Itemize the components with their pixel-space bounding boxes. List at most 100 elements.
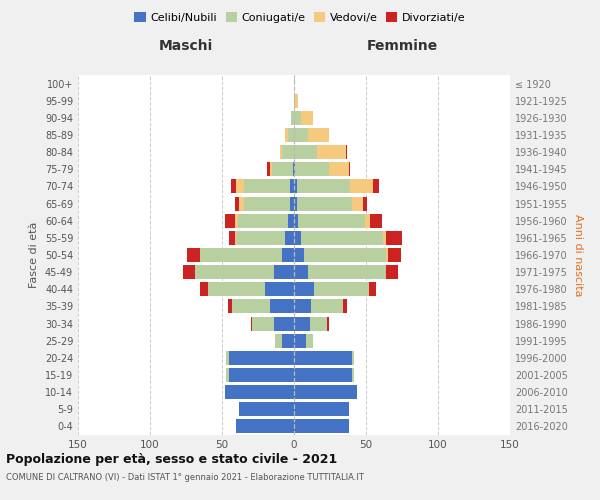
Bar bbox=[308, 265, 386, 279]
Bar bbox=[290, 180, 294, 194]
Bar bbox=[275, 334, 283, 347]
Bar bbox=[236, 231, 286, 245]
Bar bbox=[294, 231, 301, 245]
Bar bbox=[269, 300, 294, 314]
Bar bbox=[238, 214, 288, 228]
Bar bbox=[294, 196, 297, 210]
Bar bbox=[294, 248, 304, 262]
Bar bbox=[226, 368, 229, 382]
Bar bbox=[294, 94, 295, 108]
Text: Popolazione per età, sesso e stato civile - 2021: Popolazione per età, sesso e stato civil… bbox=[6, 452, 337, 466]
Bar bbox=[346, 145, 347, 159]
Bar bbox=[297, 196, 352, 210]
Bar bbox=[294, 180, 297, 194]
Bar bbox=[291, 111, 294, 125]
Bar bbox=[310, 316, 327, 330]
Bar bbox=[295, 94, 298, 108]
Text: COMUNE DI CALTRANO (VI) - Dati ISTAT 1° gennaio 2021 - Elaborazione TUTTITALIA.I: COMUNE DI CALTRANO (VI) - Dati ISTAT 1° … bbox=[6, 472, 364, 482]
Bar bbox=[225, 214, 235, 228]
Text: Maschi: Maschi bbox=[159, 38, 213, 52]
Bar bbox=[370, 214, 382, 228]
Bar bbox=[200, 282, 208, 296]
Bar bbox=[187, 248, 200, 262]
Bar bbox=[294, 128, 308, 142]
Bar bbox=[311, 300, 343, 314]
Bar bbox=[294, 145, 317, 159]
Bar bbox=[286, 128, 288, 142]
Bar bbox=[388, 248, 401, 262]
Bar bbox=[288, 214, 294, 228]
Bar bbox=[386, 265, 398, 279]
Bar bbox=[314, 282, 369, 296]
Bar bbox=[294, 300, 311, 314]
Bar bbox=[228, 300, 232, 314]
Bar bbox=[235, 231, 236, 245]
Bar bbox=[294, 351, 352, 365]
Bar bbox=[200, 248, 283, 262]
Bar bbox=[229, 368, 294, 382]
Bar bbox=[229, 231, 235, 245]
Bar bbox=[386, 231, 402, 245]
Bar bbox=[225, 385, 294, 399]
Bar bbox=[235, 196, 239, 210]
Bar bbox=[350, 180, 373, 194]
Bar bbox=[301, 231, 383, 245]
Bar bbox=[265, 282, 294, 296]
Bar bbox=[283, 145, 294, 159]
Bar bbox=[343, 300, 347, 314]
Bar bbox=[294, 111, 301, 125]
Bar bbox=[232, 300, 269, 314]
Bar bbox=[294, 214, 298, 228]
Bar bbox=[286, 231, 294, 245]
Bar bbox=[386, 248, 388, 262]
Y-axis label: Anni di nascita: Anni di nascita bbox=[573, 214, 583, 296]
Bar bbox=[294, 334, 305, 347]
Bar bbox=[251, 316, 252, 330]
Text: Femmine: Femmine bbox=[367, 38, 437, 52]
Bar bbox=[383, 231, 386, 245]
Bar bbox=[280, 145, 283, 159]
Bar bbox=[294, 402, 349, 416]
Bar bbox=[244, 196, 290, 210]
Bar bbox=[183, 265, 194, 279]
Bar bbox=[244, 180, 290, 194]
Bar bbox=[301, 111, 313, 125]
Bar bbox=[329, 162, 349, 176]
Bar bbox=[208, 282, 265, 296]
Bar bbox=[290, 196, 294, 210]
Bar bbox=[294, 282, 314, 296]
Bar bbox=[274, 316, 294, 330]
Bar bbox=[194, 265, 274, 279]
Bar bbox=[236, 420, 294, 434]
Bar bbox=[369, 282, 376, 296]
Bar bbox=[294, 265, 308, 279]
Bar bbox=[229, 351, 294, 365]
Bar bbox=[297, 180, 350, 194]
Bar bbox=[288, 128, 294, 142]
Bar bbox=[352, 368, 355, 382]
Bar bbox=[226, 351, 229, 365]
Bar bbox=[327, 316, 329, 330]
Bar bbox=[352, 196, 363, 210]
Legend: Celibi/Nubili, Coniugati/e, Vedovi/e, Divorziati/e: Celibi/Nubili, Coniugati/e, Vedovi/e, Di… bbox=[130, 8, 470, 28]
Y-axis label: Fasce di età: Fasce di età bbox=[29, 222, 39, 288]
Bar bbox=[230, 180, 236, 194]
Bar bbox=[294, 316, 310, 330]
Bar bbox=[363, 196, 367, 210]
Bar bbox=[349, 162, 350, 176]
Bar bbox=[305, 334, 313, 347]
Bar bbox=[266, 162, 269, 176]
Bar bbox=[373, 180, 379, 194]
Bar bbox=[239, 196, 244, 210]
Bar bbox=[294, 385, 358, 399]
Bar bbox=[236, 180, 244, 194]
Bar bbox=[293, 162, 294, 176]
Bar bbox=[365, 214, 370, 228]
Bar bbox=[274, 265, 294, 279]
Bar bbox=[304, 248, 386, 262]
Bar bbox=[294, 420, 349, 434]
Bar bbox=[252, 316, 274, 330]
Bar bbox=[294, 162, 295, 176]
Bar bbox=[295, 162, 329, 176]
Bar bbox=[283, 248, 294, 262]
